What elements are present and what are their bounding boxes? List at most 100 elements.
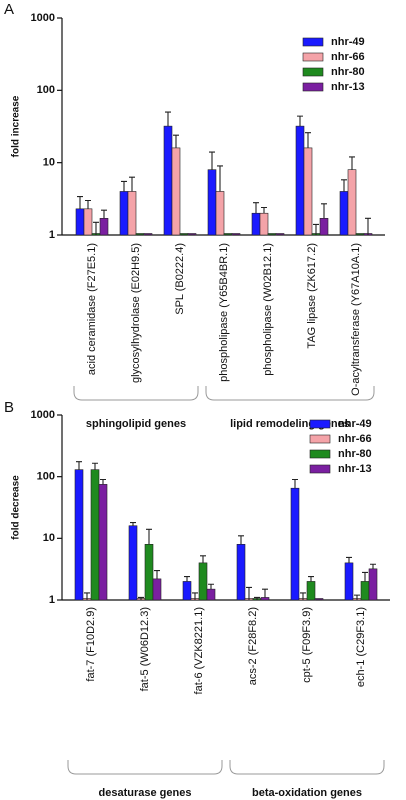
error-bar: [129, 176, 135, 192]
legend-swatch: [309, 464, 331, 474]
bar: [99, 218, 109, 236]
bar: [198, 562, 208, 601]
group-bracket: [229, 760, 385, 775]
error-bar: [246, 586, 252, 600]
error-bar: [154, 570, 160, 579]
error-bar: [192, 592, 198, 600]
error-bar: [77, 196, 83, 209]
legend-swatch: [302, 52, 324, 62]
bar: [74, 469, 84, 601]
error-bar: [238, 535, 244, 545]
error-bar: [253, 202, 259, 214]
error-bar: [354, 594, 360, 600]
y-axis-label: fold increase: [11, 95, 22, 157]
bar: [347, 169, 357, 236]
error-bar: [76, 461, 82, 470]
error-bar: [209, 151, 215, 170]
bar: [260, 597, 270, 601]
legend-swatch: [302, 82, 324, 92]
error-bar: [365, 217, 371, 235]
error-bar: [84, 592, 90, 600]
legend-swatch: [309, 419, 331, 429]
legend-label: nhr-49: [338, 418, 372, 430]
y-tick-label: 1: [49, 229, 55, 241]
bar: [368, 568, 378, 601]
bar: [236, 544, 246, 601]
legend-swatch: [309, 449, 331, 459]
error-bar: [262, 588, 268, 598]
error-bar: [184, 576, 190, 582]
y-axis-label: fold decrease: [11, 475, 22, 540]
group-label: lipid remodeling genes: [230, 418, 350, 430]
panel-letter: B: [4, 399, 14, 416]
y-tick-label: 100: [37, 471, 55, 483]
bar: [215, 191, 225, 236]
bar: [344, 562, 354, 601]
legend-label: nhr-80: [331, 66, 365, 78]
bar: [127, 191, 137, 236]
group-bracket: [73, 386, 199, 401]
bar: [206, 588, 216, 601]
bar: [98, 484, 108, 601]
error-bar: [313, 223, 319, 235]
y-tick-label: 1000: [31, 409, 55, 421]
group-bracket: [205, 386, 375, 401]
x-tick-label: O-acyltransferase (Y67A10A.1): [350, 243, 362, 396]
legend-label: nhr-80: [338, 448, 372, 460]
legend-label: nhr-13: [338, 463, 372, 475]
y-tick-label: 100: [37, 84, 55, 96]
x-tick-label: fat-7 (F10D2.9): [85, 607, 97, 682]
error-bar: [138, 596, 144, 600]
error-bar: [321, 203, 327, 219]
error-bar: [130, 522, 136, 526]
error-bar: [100, 478, 106, 485]
bar: [295, 125, 305, 236]
bar: [163, 125, 173, 236]
bar: [306, 581, 316, 601]
legend-swatch: [302, 67, 324, 77]
bar: [152, 578, 162, 601]
bar: [259, 212, 269, 236]
bar: [128, 525, 138, 601]
error-bar: [85, 199, 91, 209]
error-bar: [93, 221, 99, 235]
error-bar: [217, 165, 223, 192]
x-tick-label: phospholipase (Y65B4BR.1): [218, 243, 230, 382]
y-tick-label: 10: [43, 157, 55, 169]
group-label: desaturase genes: [99, 787, 192, 799]
error-bar: [300, 592, 306, 600]
legend-swatch: [302, 37, 324, 47]
x-tick-label: SPL (B0222.4): [174, 243, 186, 315]
bar: [303, 147, 313, 236]
group-bracket: [67, 760, 223, 775]
group-label: sphingolipid genes: [86, 418, 186, 430]
legend-label: nhr-49: [331, 36, 365, 48]
x-tick-label: cpt-5 (F09F3.9): [301, 607, 313, 683]
error-bar: [349, 156, 355, 170]
error-bar: [346, 556, 352, 563]
error-bar: [173, 134, 179, 148]
bar: [319, 218, 329, 236]
error-bar: [92, 462, 98, 470]
error-bar: [101, 209, 107, 219]
x-tick-label: fat-5 (W06D12.3): [139, 607, 151, 691]
error-bar: [208, 583, 214, 590]
error-bar: [254, 596, 260, 600]
x-tick-label: ech-1 (C29F3.1): [355, 607, 367, 687]
error-bar: [261, 206, 267, 214]
x-tick-label: acid ceramidase (F27E5.1): [86, 243, 98, 375]
panel-letter: A: [4, 1, 14, 18]
bar: [75, 208, 85, 236]
error-bar: [341, 179, 347, 192]
legend-label: nhr-66: [338, 433, 372, 445]
error-bar: [362, 571, 368, 582]
legend-label: nhr-66: [331, 51, 365, 63]
y-tick-label: 1: [49, 594, 55, 606]
y-tick-label: 1000: [31, 12, 55, 24]
group-label: beta-oxidation genes: [252, 787, 362, 799]
x-tick-label: glycosylhydrolase (E02H9.5): [130, 243, 142, 383]
error-bar: [292, 478, 298, 489]
error-bar: [121, 180, 127, 192]
error-bar: [305, 132, 311, 148]
error-bar: [165, 111, 171, 127]
